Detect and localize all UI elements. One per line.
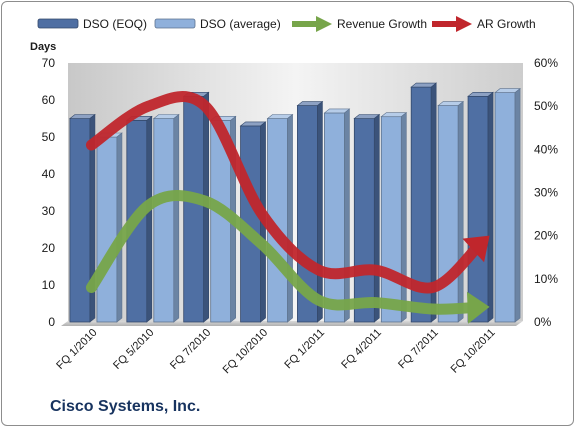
bar-side — [487, 91, 494, 323]
legend-item: Revenue Growth — [292, 16, 427, 32]
legend-swatch — [37, 18, 79, 29]
y2-tick-label: 40% — [534, 142, 558, 156]
bar-front — [324, 112, 345, 323]
x-tick-label: FQ 7/2010 — [168, 327, 213, 372]
bar-front — [494, 92, 516, 323]
y-axis-label: Days — [30, 41, 56, 53]
legend-item: AR Growth — [432, 16, 536, 32]
y2-tick-label: 30% — [534, 186, 558, 200]
y-tick-label: 70 — [42, 56, 56, 70]
series-line — [85, 91, 490, 294]
bar-side — [317, 100, 323, 323]
bar-front — [353, 118, 375, 323]
x-tick-label: FQ 5/2010 — [111, 327, 156, 372]
bar — [69, 113, 96, 323]
bar-side — [514, 87, 521, 323]
bar-front — [96, 136, 118, 323]
legend-arrow — [316, 16, 332, 32]
bar-side — [116, 132, 123, 323]
bar-front — [153, 118, 175, 323]
legend-item: DSO (EOQ) — [37, 17, 147, 31]
legend-label: DSO (average) — [200, 17, 281, 31]
bar — [96, 132, 123, 323]
trend-lines — [85, 91, 490, 324]
bar — [323, 108, 351, 323]
y-tick-label: 50 — [42, 130, 56, 144]
bar — [410, 82, 438, 323]
series-line — [85, 189, 490, 324]
bar-side — [344, 108, 350, 323]
y-tick-label: 10 — [42, 278, 56, 292]
bar-side — [374, 113, 380, 323]
bar-front — [183, 95, 205, 323]
bar-side — [89, 113, 96, 323]
series-arrowhead — [462, 235, 490, 263]
y2-axis-ticks: 0% 10% 20% 30% 40% 50% 60% — [534, 56, 558, 329]
bar-side — [287, 113, 293, 323]
series-path — [85, 91, 485, 294]
y-tick-label: 20 — [42, 241, 56, 255]
y2-tick-label: 0% — [534, 315, 552, 329]
bar-front — [380, 116, 402, 323]
series-path — [85, 189, 482, 315]
legend-swatch — [154, 18, 196, 29]
bar-front — [69, 118, 91, 323]
x-tick-label: FQ 10/2011 — [449, 327, 498, 376]
bar-side — [146, 115, 153, 323]
bar-side — [430, 82, 437, 323]
y2-tick-label: 50% — [534, 99, 558, 113]
legend-label: AR Growth — [477, 17, 536, 31]
bar — [353, 113, 381, 323]
bar — [152, 113, 180, 323]
bar-front — [467, 95, 489, 323]
y-axis-ticks: 0 10 20 30 40 50 60 70 — [42, 56, 56, 329]
legend-label: DSO (EOQ) — [83, 17, 147, 31]
x-tick-label: FQ 4/2011 — [339, 327, 384, 372]
bar — [182, 91, 210, 323]
x-tick-label: FQ 1/2010 — [54, 327, 99, 372]
bar-side — [457, 100, 464, 323]
bar-side — [401, 112, 407, 323]
y-tick-label: 30 — [42, 204, 56, 218]
x-tick-label: FQ 7/2011 — [396, 327, 441, 372]
y-tick-label: 0 — [48, 315, 55, 329]
company-name: Cisco Systems, Inc. — [50, 398, 201, 415]
y2-tick-label: 60% — [534, 56, 558, 70]
bar-side — [173, 113, 180, 323]
legend: DSO (EOQ) DSO (average) Revenue Growth AR G… — [37, 16, 536, 32]
legend-arrow — [456, 16, 472, 32]
y2-tick-label: 10% — [534, 272, 558, 286]
legend-item: DSO (average) — [154, 17, 281, 31]
bar — [494, 87, 521, 323]
legend-label: Revenue Growth — [337, 17, 427, 31]
x-tick-label: FQ 1/2011 — [282, 327, 327, 372]
plot-floor — [61, 321, 523, 326]
bar — [467, 91, 494, 323]
bar — [380, 112, 408, 323]
y-tick-label: 40 — [42, 167, 56, 181]
y2-tick-label: 20% — [534, 229, 558, 243]
y-tick-label: 60 — [42, 93, 56, 107]
series-arrowhead — [466, 291, 490, 324]
x-axis-ticks: FQ 1/2010 FQ 5/2010 FQ 7/2010 FQ 10/2010 FQ … — [54, 327, 497, 377]
x-tick-label: FQ 10/2010 — [221, 327, 271, 377]
